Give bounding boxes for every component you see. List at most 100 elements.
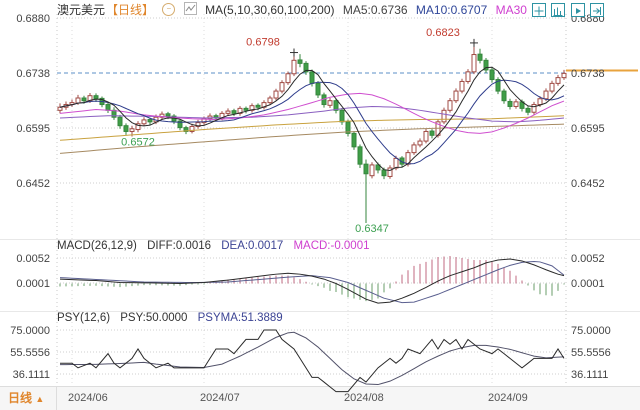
candle-body	[189, 125, 195, 132]
candle-body	[225, 110, 231, 114]
candle-body	[135, 123, 141, 131]
psy-axis-label-right: 55.5556	[571, 347, 611, 359]
candle-body	[141, 119, 147, 125]
candle-body	[117, 116, 123, 127]
candle-body	[177, 120, 183, 129]
price-axis-label-left: 0.6738	[16, 68, 50, 80]
crosshair-icon[interactable]	[532, 3, 546, 17]
annotation-low: 0.6347	[355, 223, 389, 235]
macd-axis-label-right: 0.0052	[571, 253, 605, 265]
candle-body	[495, 79, 501, 92]
indicator-panel-icon[interactable]	[551, 3, 566, 17]
diff-line	[59, 258, 565, 304]
candle-body	[525, 107, 531, 113]
candle-body	[441, 109, 447, 123]
candle-body	[129, 128, 135, 132]
candle-body	[297, 59, 303, 64]
candle-body	[333, 100, 339, 111]
candle-body	[381, 169, 387, 177]
ma30-line	[59, 92, 565, 134]
candle-body	[393, 157, 399, 169]
candle-body	[255, 104, 261, 108]
candle-body	[105, 104, 111, 111]
candle-body	[561, 72, 567, 79]
diff-value: DIFF:0.0016	[147, 240, 212, 252]
ma100-line	[59, 115, 565, 141]
psy-header: PSY(12,6) PSY:50.0000 PSYMA:51.3889	[57, 312, 290, 324]
psy-axis-label-right: 75.0000	[571, 325, 611, 337]
period-tag[interactable]: 【日线】	[106, 3, 155, 17]
ma5-value: MA5:0.6736	[342, 2, 408, 17]
candle-body	[555, 77, 561, 84]
x-axis-bar: 日线 ▲ 2024/06 2024/07 2024/08 2024/09	[0, 386, 640, 410]
psy-line	[60, 329, 565, 393]
candle-body	[423, 130, 429, 142]
ma200-line	[59, 123, 565, 154]
macd-axis-label-left: 0.0001	[16, 278, 50, 290]
macd-axis-label-left: 0.0052	[16, 253, 50, 265]
macd-header: MACD(26,12,9) DIFF:0.0016 DEA:0.0017 MAC…	[57, 240, 377, 252]
candle-body	[429, 130, 435, 136]
collapse-icon[interactable]: −	[162, 3, 176, 16]
candle-body	[477, 53, 483, 61]
psy-axis-label-right: 36.1111	[571, 369, 608, 381]
candle-body	[147, 119, 153, 123]
price-axis-label-left: 0.6595	[16, 123, 50, 135]
psy-axis-label-left: 36.1111	[13, 369, 50, 381]
psy-title[interactable]: PSY(12,6)	[57, 312, 111, 324]
price-axis-label-left: 0.6880	[16, 13, 50, 25]
psy-axis-label-left: 55.5556	[10, 347, 50, 359]
dea-line	[59, 260, 565, 304]
x-axis-label: 2024/09	[488, 392, 528, 404]
price-axis-label-right: 0.6452	[571, 178, 605, 190]
candle-body	[447, 100, 453, 111]
candle-body	[513, 101, 519, 107]
candle-body	[387, 167, 393, 177]
candle-body	[345, 121, 351, 134]
candle-body	[309, 71, 315, 84]
x-axis-label: 2024/06	[68, 392, 108, 404]
candle-body	[123, 125, 129, 132]
candle-body	[57, 106, 63, 111]
candle-body	[243, 107, 249, 111]
macd-title[interactable]: MACD(26,12,9)	[57, 240, 137, 252]
candle-body	[549, 82, 555, 92]
indicator-chart-icon[interactable]	[183, 1, 197, 18]
candle-body	[453, 90, 459, 102]
candle-body	[351, 132, 357, 148]
candle-body	[273, 90, 279, 99]
candle-body	[357, 146, 363, 165]
candle-body	[375, 164, 381, 171]
candle-body	[417, 140, 423, 146]
price-axis-label-left: 0.6452	[16, 178, 50, 190]
period-label: 日线	[8, 391, 33, 405]
candle-body	[315, 82, 321, 96]
symbol-title: 澳元美元	[57, 3, 106, 17]
ma30-value: MA30	[495, 2, 527, 17]
candle-body	[411, 144, 417, 154]
ma5-line	[59, 66, 565, 171]
x-axis-label: 2024/07	[200, 392, 240, 404]
candle-body	[195, 122, 201, 127]
candle-body	[483, 59, 489, 71]
ma-group-label: MA(5,10,30,60,100,200)	[205, 2, 335, 17]
psyma-line	[59, 331, 565, 386]
macd-value: MACD:-0.0001	[293, 240, 370, 252]
macd-axis-label-right: 0.0001	[571, 278, 605, 290]
candle-body	[465, 71, 471, 82]
psy-value: PSY:50.0000	[120, 312, 188, 324]
export-icon[interactable]	[590, 3, 605, 17]
candle-body	[471, 54, 477, 73]
candle-body	[507, 100, 513, 107]
ma10-line	[59, 79, 565, 165]
period-selector[interactable]: 日线 ▲	[0, 387, 57, 410]
playback-icon[interactable]	[570, 3, 585, 17]
annotation-high: 0.6798	[246, 37, 280, 49]
candle-body	[237, 107, 243, 114]
candle-body	[339, 109, 345, 123]
psyma-value: PSYMA:51.3889	[197, 312, 283, 324]
chart-toolbar	[531, 3, 605, 21]
candle-body	[75, 97, 81, 104]
